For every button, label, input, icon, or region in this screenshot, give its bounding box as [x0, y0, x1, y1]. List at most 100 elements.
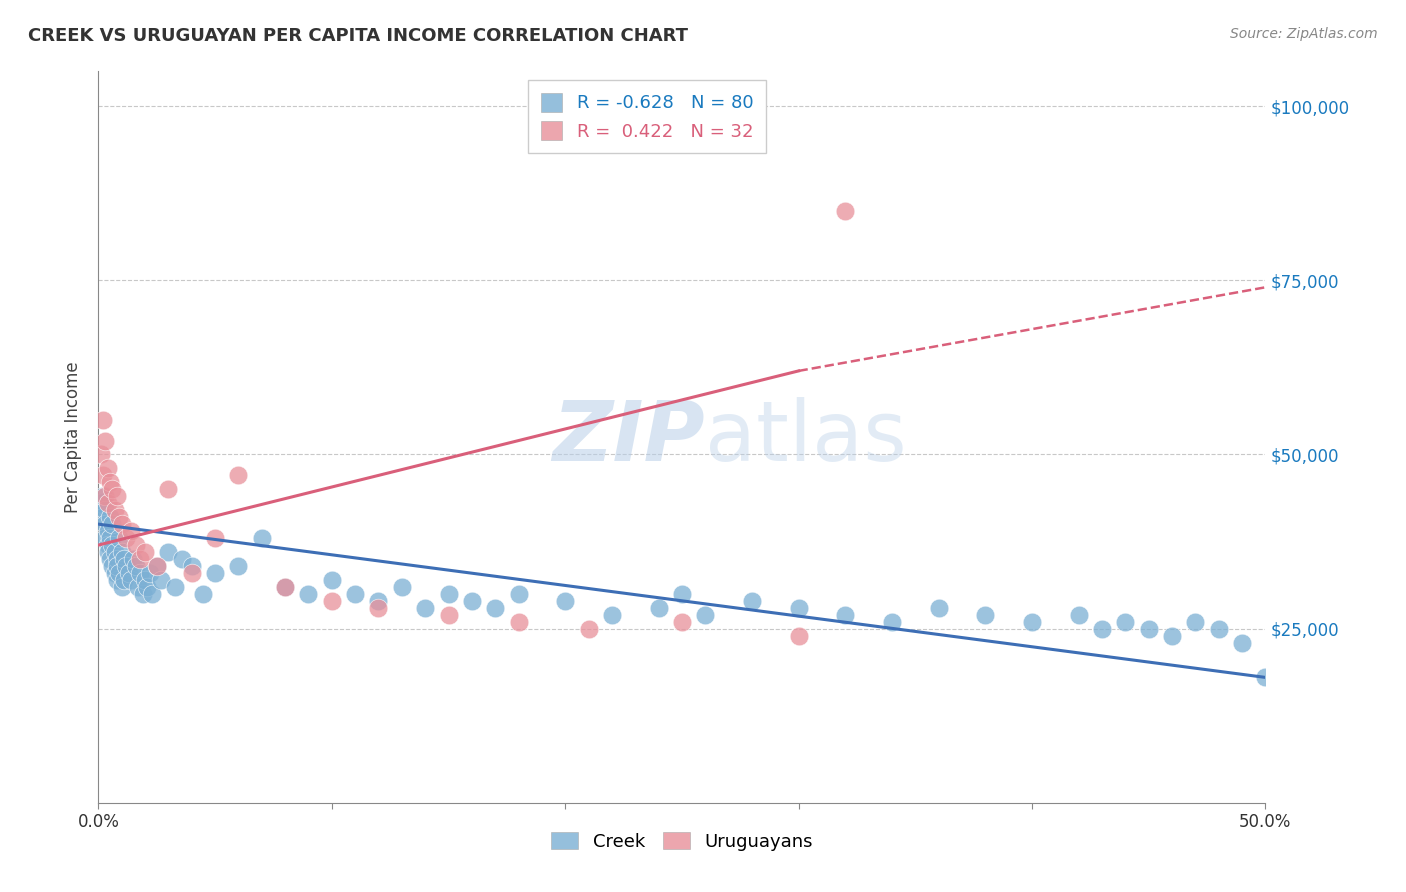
Point	[1021, 615, 1043, 629]
Point	[413, 600, 436, 615]
Point	[129, 566, 152, 580]
Point	[132, 587, 155, 601]
Point	[1091, 622, 1114, 636]
Point	[94, 434, 117, 448]
Point	[834, 607, 856, 622]
Point	[97, 538, 120, 552]
Point	[127, 580, 149, 594]
Text: ZIP: ZIP	[553, 397, 706, 477]
Text: Source: ZipAtlas.com: Source: ZipAtlas.com	[1230, 27, 1378, 41]
Point	[1184, 615, 1206, 629]
Point	[204, 566, 226, 580]
Point	[437, 607, 460, 622]
Point	[91, 489, 114, 503]
Point	[108, 510, 131, 524]
Point	[834, 203, 856, 218]
Point	[94, 517, 117, 532]
Point	[578, 622, 600, 636]
Point	[98, 531, 121, 545]
Point	[111, 580, 134, 594]
Point	[146, 558, 169, 573]
Point	[1114, 615, 1136, 629]
Point	[787, 600, 810, 615]
Point	[104, 566, 127, 580]
Text: atlas: atlas	[706, 397, 907, 477]
Point	[880, 615, 903, 629]
Point	[101, 538, 124, 552]
Point	[600, 607, 623, 622]
Point	[97, 524, 120, 538]
Point	[134, 573, 156, 587]
Point	[180, 566, 202, 580]
Point	[344, 587, 367, 601]
Point	[974, 607, 997, 622]
Point	[91, 510, 114, 524]
Point	[108, 531, 131, 545]
Point	[115, 531, 138, 545]
Point	[108, 566, 131, 580]
Point	[111, 545, 134, 559]
Point	[297, 587, 319, 601]
Point	[274, 580, 297, 594]
Point	[741, 594, 763, 608]
Point	[139, 566, 162, 580]
Point	[125, 558, 148, 573]
Point	[120, 573, 142, 587]
Point	[671, 587, 693, 601]
Y-axis label: Per Capita Income: Per Capita Income	[65, 361, 83, 513]
Point	[172, 552, 194, 566]
Point	[157, 483, 180, 497]
Point	[228, 558, 250, 573]
Point	[134, 545, 156, 559]
Point	[157, 545, 180, 559]
Point	[105, 489, 128, 503]
Point	[554, 594, 576, 608]
Point	[150, 573, 173, 587]
Point	[1254, 670, 1277, 684]
Text: CREEK VS URUGUAYAN PER CAPITA INCOME CORRELATION CHART: CREEK VS URUGUAYAN PER CAPITA INCOME COR…	[28, 27, 688, 45]
Point	[1067, 607, 1090, 622]
Point	[321, 573, 343, 587]
Point	[180, 558, 202, 573]
Point	[695, 607, 717, 622]
Point	[146, 558, 169, 573]
Legend: Creek, Uruguayans: Creek, Uruguayans	[541, 822, 823, 860]
Point	[437, 587, 460, 601]
Point	[97, 545, 120, 559]
Point	[367, 600, 389, 615]
Point	[508, 615, 530, 629]
Point	[91, 412, 114, 426]
Point	[928, 600, 950, 615]
Point	[250, 531, 273, 545]
Point	[105, 573, 128, 587]
Point	[461, 594, 484, 608]
Point	[484, 600, 506, 615]
Point	[101, 483, 124, 497]
Point	[98, 510, 121, 524]
Point	[136, 580, 159, 594]
Point	[90, 496, 112, 510]
Point	[129, 552, 152, 566]
Point	[787, 629, 810, 643]
Point	[193, 587, 215, 601]
Point	[1161, 629, 1184, 643]
Point	[98, 552, 121, 566]
Point	[94, 531, 117, 545]
Point	[112, 573, 135, 587]
Point	[97, 496, 120, 510]
Point	[90, 448, 112, 462]
Point	[274, 580, 297, 594]
Point	[122, 552, 145, 566]
Point	[321, 594, 343, 608]
Point	[228, 468, 250, 483]
Point	[391, 580, 413, 594]
Point	[91, 468, 114, 483]
Point	[105, 558, 128, 573]
Point	[94, 503, 117, 517]
Point	[204, 531, 226, 545]
Point	[647, 600, 669, 615]
Point	[671, 615, 693, 629]
Point	[97, 461, 120, 475]
Point	[141, 587, 163, 601]
Point	[104, 503, 127, 517]
